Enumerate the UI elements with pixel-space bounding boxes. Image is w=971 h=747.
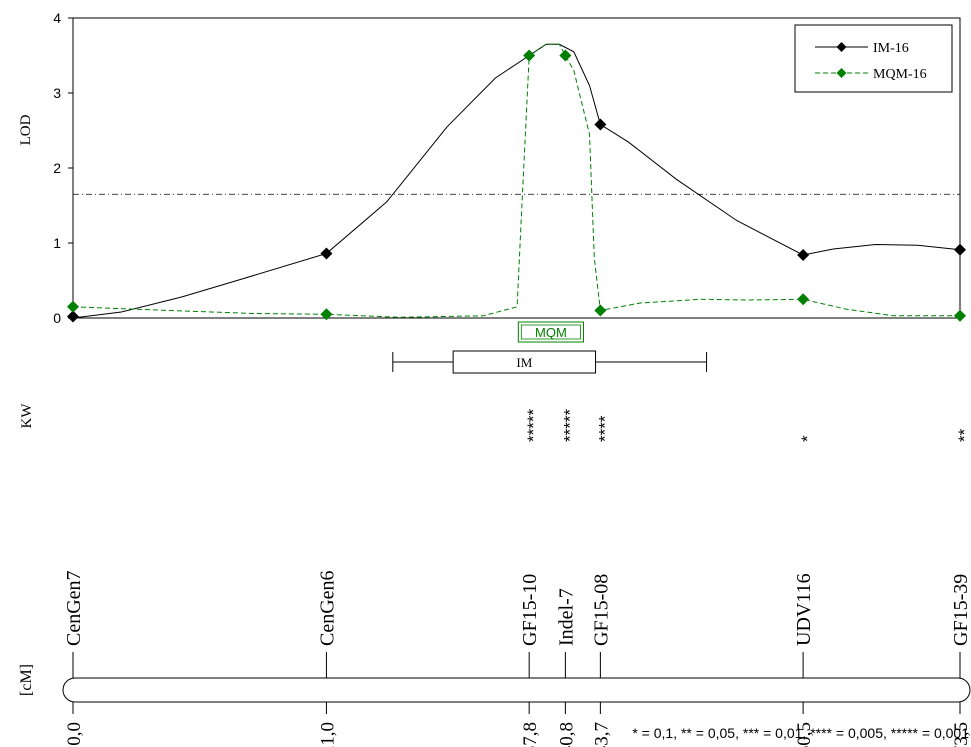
significance-note: * = 0,1, ** = 0,05, *** = 0,01, **** = 0… xyxy=(632,725,969,741)
data-point-im xyxy=(67,310,79,323)
legend: IM-16 MQM-16 xyxy=(794,24,953,93)
marker-position-label: 21,0 xyxy=(317,722,338,747)
chromosome-bar xyxy=(62,677,971,703)
y-tick-label: 3 xyxy=(53,85,61,101)
marker-position-label: 0,0 xyxy=(64,722,85,746)
kw-label: KW xyxy=(19,403,35,429)
y-axis: 0 1 2 3 4 xyxy=(53,10,73,326)
curves xyxy=(72,43,961,319)
data-point-im xyxy=(320,247,333,260)
legend-box xyxy=(794,24,953,93)
data-point-im xyxy=(594,118,607,131)
kw-significance-stars: ***** xyxy=(560,409,579,442)
y-tick-label: 4 xyxy=(53,10,61,26)
data-point-mqm xyxy=(523,49,536,62)
series-line-im xyxy=(72,43,961,319)
unit-label: [cM] xyxy=(18,664,35,696)
marker-position-label: 40,8 xyxy=(556,722,577,747)
y-tick-label: 1 xyxy=(53,235,61,251)
marker-name: CenGen6 xyxy=(316,570,338,646)
mqm-interval-inner xyxy=(520,324,581,340)
im-interval-box xyxy=(452,350,597,374)
marker-name: GF15-39 xyxy=(950,574,971,646)
marker-position-label: 73,5 xyxy=(951,722,971,747)
kw-significance-stars: ***** xyxy=(524,409,543,442)
y-axis-label: LOD xyxy=(18,114,34,145)
kw-significance-stars: **** xyxy=(595,415,614,442)
marker-position-label: 37,8 xyxy=(520,722,541,747)
data-point-im xyxy=(954,243,966,256)
data-point-mqm xyxy=(67,300,79,313)
data-point-mqm xyxy=(954,309,966,322)
data-point-mqm xyxy=(594,304,607,317)
marker-map: CenGen70,0CenGen621,0GF15-1037,8*****Ind… xyxy=(63,409,971,747)
marker-name: UDV116 xyxy=(793,573,815,646)
kw-significance-stars: ** xyxy=(955,428,971,442)
y-tick-label: 0 xyxy=(53,310,61,326)
legend-marker-im xyxy=(836,42,847,52)
marker-name: Indel-7 xyxy=(555,588,577,646)
kw-significance-stars: * xyxy=(798,435,817,442)
legend-label-im: IM-16 xyxy=(873,41,909,56)
im-interval-label: IM xyxy=(516,355,532,370)
y-tick-label: 2 xyxy=(53,160,61,176)
mqm-interval-label: MQM xyxy=(535,325,567,340)
marker-name: GF15-08 xyxy=(590,574,612,646)
marker-name: CenGen7 xyxy=(63,570,85,646)
data-point-mqm xyxy=(559,49,572,62)
marker-position-label: 43,7 xyxy=(591,722,612,747)
data-point-im xyxy=(797,249,810,261)
series-line-mqm xyxy=(72,43,960,318)
legend-marker-mqm xyxy=(836,68,847,78)
marker-name: GF15-10 xyxy=(519,574,541,646)
marker-position-label: 60,5 xyxy=(794,722,815,747)
points xyxy=(67,49,966,323)
legend-label-mqm: MQM-16 xyxy=(873,67,927,82)
mqm-interval-box xyxy=(517,321,584,343)
data-point-mqm xyxy=(797,293,810,306)
data-point-mqm xyxy=(320,308,333,321)
